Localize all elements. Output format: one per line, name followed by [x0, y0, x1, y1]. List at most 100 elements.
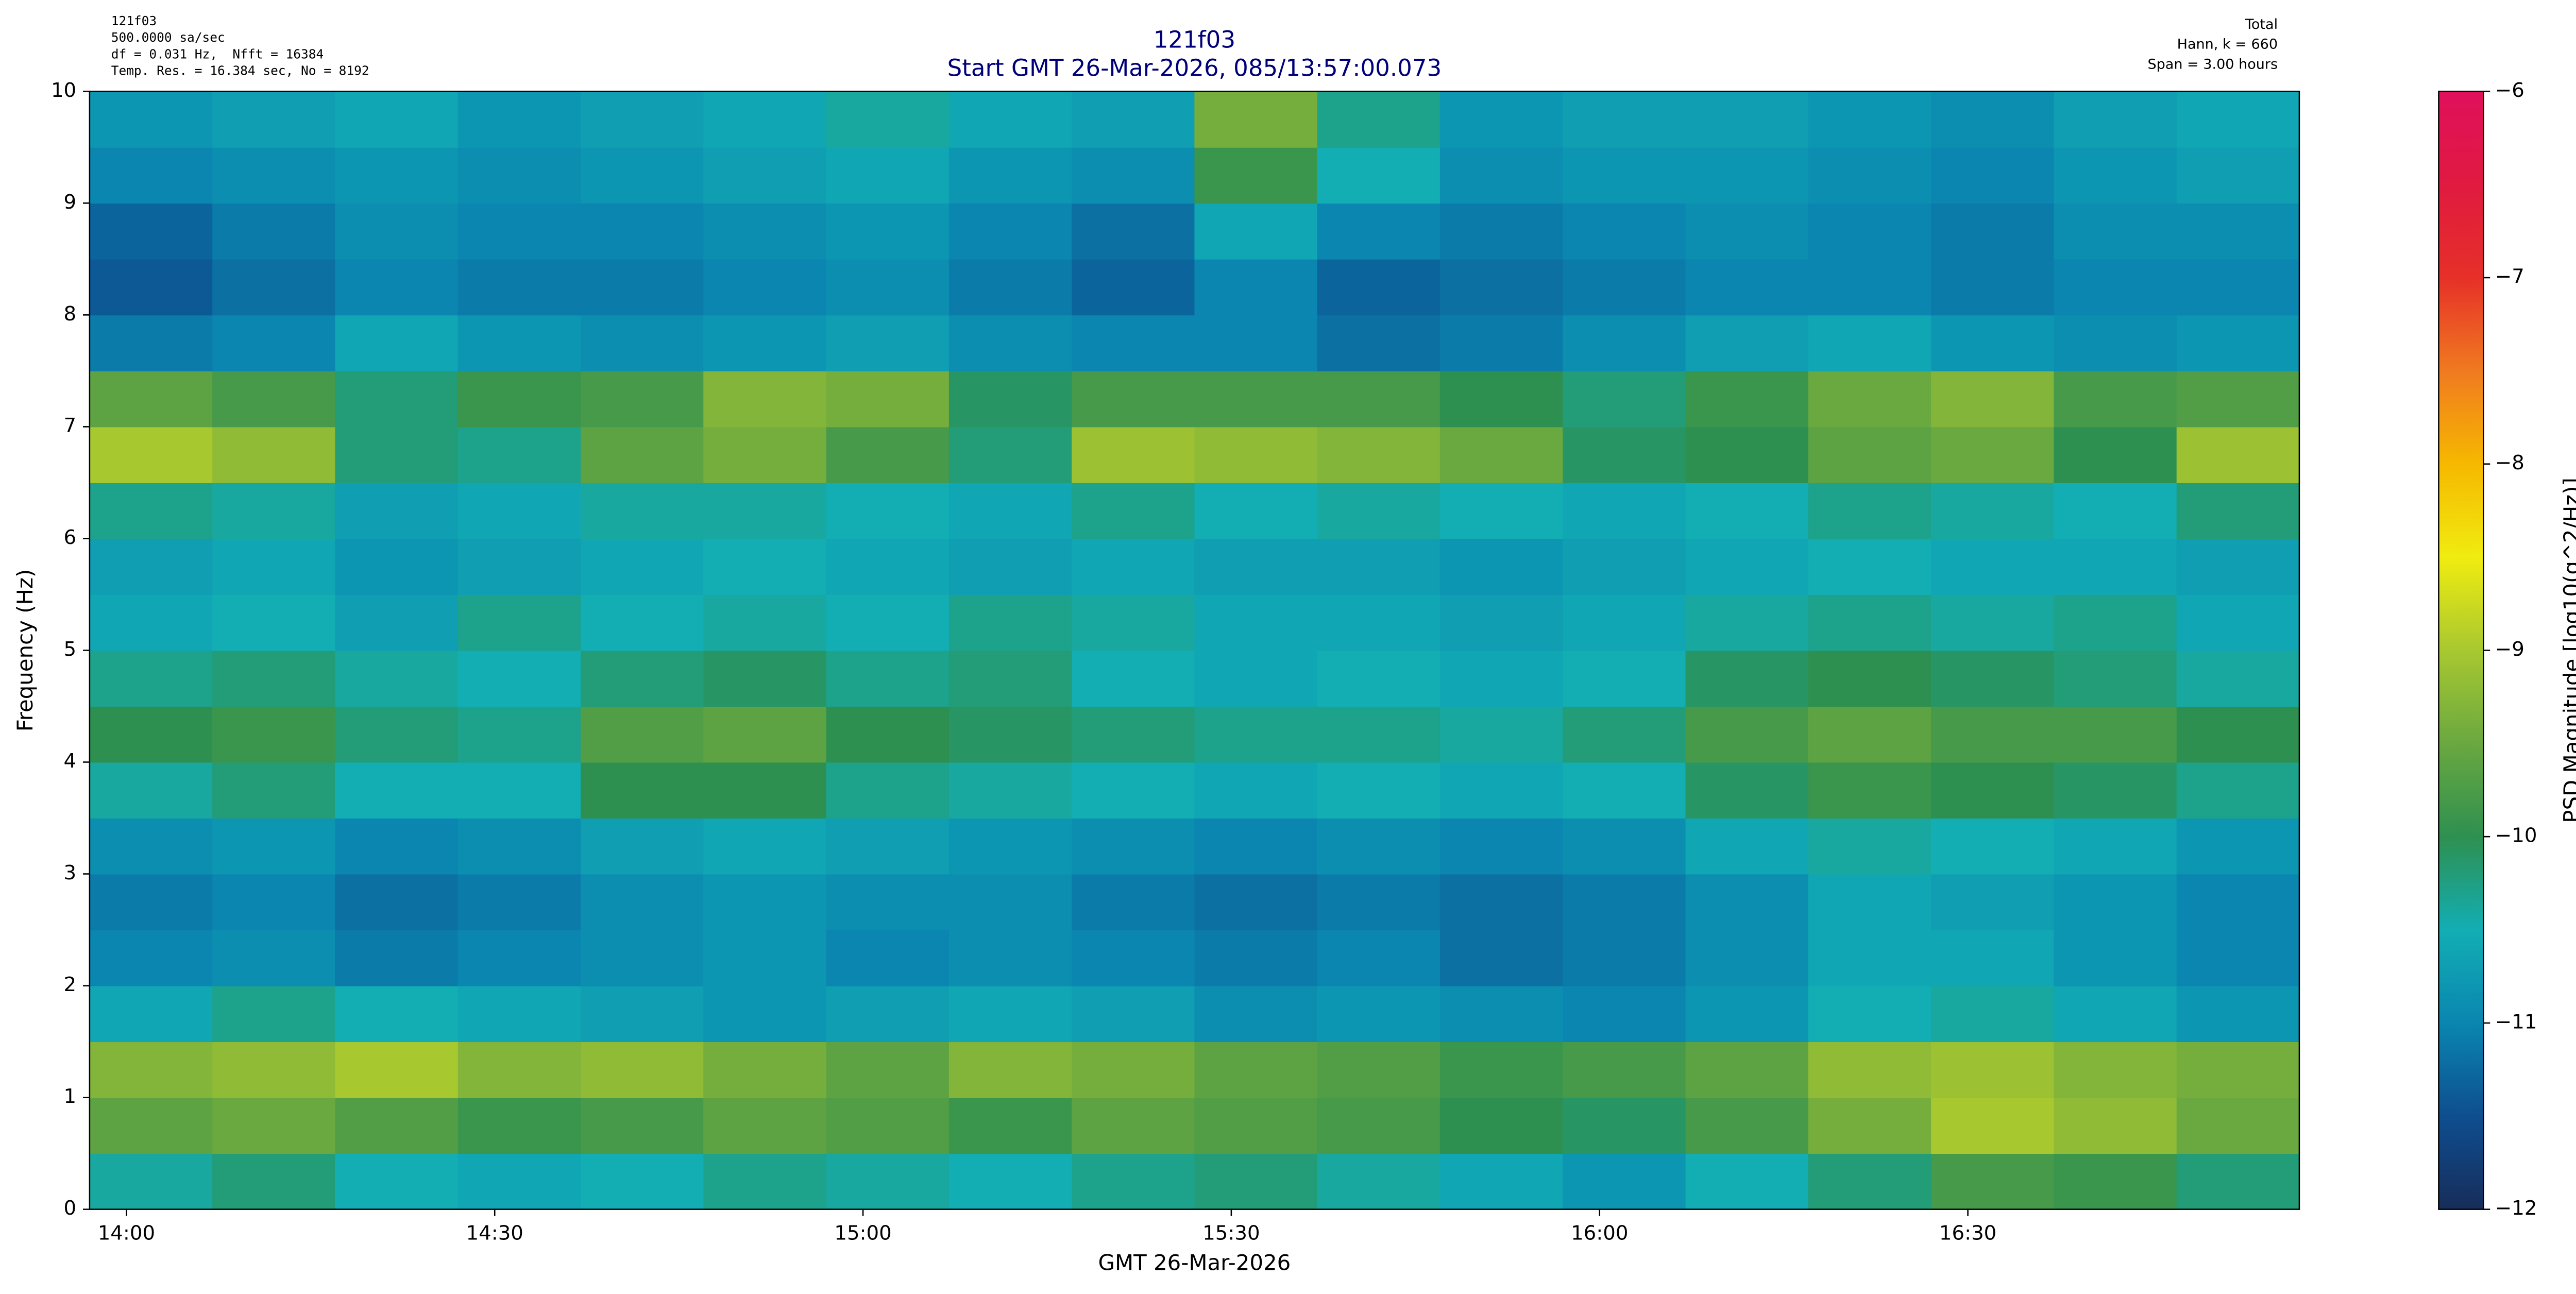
heatmap-cell: [1563, 91, 1686, 148]
heatmap-cell: [581, 762, 704, 819]
heatmap-cell: [457, 818, 581, 875]
heatmap-cell: [1194, 594, 1318, 651]
y-tick-label: 10: [51, 79, 76, 102]
heatmap-cell: [1072, 147, 1195, 204]
info-line: Temp. Res. = 16.384 sec, No = 8192: [111, 63, 369, 78]
heatmap-cell: [212, 762, 336, 819]
heatmap-cell: [703, 91, 827, 148]
heatmap-cell: [2054, 762, 2177, 819]
heatmap-cell: [2176, 315, 2300, 371]
heatmap-cell: [1194, 874, 1318, 930]
heatmap-cell: [1685, 1097, 1809, 1154]
heatmap-cell: [1931, 762, 2055, 819]
heatmap-cell: [1563, 1097, 1686, 1154]
chart-subtitle: Start GMT 26-Mar-2026, 085/13:57:00.073: [947, 54, 1442, 81]
heatmap-cell: [1808, 985, 1932, 1043]
heatmap-cell: [1072, 427, 1195, 483]
heatmap-cell: [703, 259, 827, 316]
heatmap-cell: [1072, 650, 1195, 707]
heatmap-cell: [1072, 594, 1195, 651]
heatmap-cell: [948, 482, 1073, 539]
heatmap-cell: [948, 370, 1073, 428]
heatmap-cell: [1317, 594, 1440, 651]
heatmap-cell: [1808, 427, 1932, 483]
info-line: 500.0000 sa/sec: [111, 30, 225, 45]
heatmap-cell: [1194, 650, 1318, 707]
heatmap-cell: [948, 259, 1073, 316]
colorbar-tick-label: −12: [2495, 1197, 2537, 1220]
heatmap-cell: [89, 147, 213, 204]
heatmap-cell: [826, 427, 950, 483]
x-tick-label: 14:00: [98, 1221, 155, 1245]
colorbar-tick-label: −6: [2495, 79, 2524, 102]
heatmap-cell: [1194, 147, 1318, 204]
heatmap-cell: [1072, 1097, 1195, 1154]
heatmap-cell: [581, 1097, 704, 1154]
heatmap-cell: [212, 427, 336, 483]
heatmap-cell: [335, 203, 459, 260]
heatmap-cell: [1439, 370, 1564, 428]
heatmap-cell: [335, 1153, 459, 1210]
heatmap-cell: [1808, 930, 1932, 986]
heatmap-cell: [703, 1097, 827, 1154]
colorbar-tick-label: −11: [2495, 1010, 2537, 1033]
heatmap-cell: [457, 259, 581, 316]
heatmap-cell: [948, 650, 1073, 707]
heatmap-cell: [1439, 762, 1564, 819]
heatmap-cell: [89, 203, 213, 260]
heatmap-cell: [89, 370, 213, 428]
heatmap-cell: [457, 1042, 581, 1098]
heatmap-cell: [1808, 315, 1932, 371]
heatmap-cell: [89, 985, 213, 1043]
heatmap-cell: [2176, 482, 2300, 539]
heatmap-cell: [1931, 1097, 2055, 1154]
heatmap-cell: [826, 594, 950, 651]
heatmap-cell: [457, 706, 581, 763]
heatmap-cell: [1563, 370, 1686, 428]
heatmap-cell: [948, 874, 1073, 930]
heatmap-cell: [948, 762, 1073, 819]
heatmap-cell: [1808, 538, 1932, 595]
y-tick-label: 2: [64, 973, 77, 996]
heatmap-cell: [1317, 482, 1440, 539]
heatmap-cell: [2054, 538, 2177, 595]
heatmap-cell: [2054, 147, 2177, 204]
x-tick-label: 14:30: [466, 1221, 523, 1245]
heatmap-cell: [1931, 818, 2055, 875]
heatmap-cell: [1194, 482, 1318, 539]
heatmap-cell: [457, 762, 581, 819]
heatmap-cell: [212, 147, 336, 204]
heatmap-cell: [212, 706, 336, 763]
heatmap-cell: [703, 706, 827, 763]
heatmap-cell: [2176, 874, 2300, 930]
heatmap-cell: [2176, 91, 2300, 148]
heatmap-cell: [89, 594, 213, 651]
heatmap-cell: [457, 147, 581, 204]
heatmap-cell: [335, 538, 459, 595]
heatmap-cell: [1685, 538, 1809, 595]
colorbar-label: PSD Magnitude [log10(g^2/Hz)]: [2559, 478, 2576, 823]
heatmap-cell: [948, 203, 1073, 260]
heatmap-cell: [2176, 594, 2300, 651]
heatmap-cell: [1439, 650, 1564, 707]
heatmap-cell: [1317, 147, 1440, 204]
heatmap-cell: [703, 1042, 827, 1098]
heatmap-cell: [457, 1097, 581, 1154]
heatmap-cell: [1072, 91, 1195, 148]
heatmap-cell: [948, 706, 1073, 763]
heatmap-cell: [1072, 706, 1195, 763]
y-tick-label: 1: [64, 1085, 77, 1108]
heatmap-cell: [1563, 762, 1686, 819]
heatmap-cell: [581, 874, 704, 930]
x-tick-label: 16:30: [1939, 1221, 1996, 1245]
heatmap-cell: [1194, 1042, 1318, 1098]
heatmap-cell: [335, 874, 459, 930]
y-tick-label: 9: [64, 191, 77, 214]
heatmap-cell: [1931, 315, 2055, 371]
heatmap-cell: [1439, 538, 1564, 595]
info-line: df = 0.031 Hz, Nfft = 16384: [111, 46, 324, 61]
heatmap-cell: [1072, 482, 1195, 539]
heatmap-cell: [581, 259, 704, 316]
heatmap-cell: [457, 370, 581, 428]
y-tick-label: 6: [64, 526, 77, 549]
